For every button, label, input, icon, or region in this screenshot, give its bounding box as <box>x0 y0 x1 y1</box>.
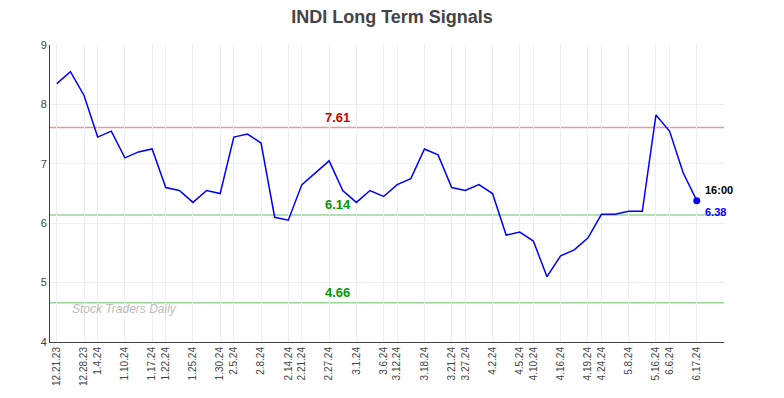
svg-text:2.8.24: 2.8.24 <box>255 347 266 375</box>
svg-text:1.10.24: 1.10.24 <box>119 347 130 381</box>
svg-text:8: 8 <box>41 98 47 110</box>
svg-text:5.16.24: 5.16.24 <box>650 347 661 381</box>
svg-text:7: 7 <box>41 158 47 170</box>
svg-text:9: 9 <box>41 39 47 51</box>
svg-text:3.27.24: 3.27.24 <box>460 347 471 381</box>
svg-text:12.28.23: 12.28.23 <box>78 347 89 386</box>
svg-text:4.19.24: 4.19.24 <box>582 347 593 381</box>
svg-text:6.6.24: 6.6.24 <box>664 347 675 375</box>
svg-text:2.5.24: 2.5.24 <box>228 347 239 375</box>
svg-text:1.30.24: 1.30.24 <box>214 347 225 381</box>
svg-text:4.66: 4.66 <box>325 285 350 300</box>
svg-text:4.16.24: 4.16.24 <box>555 347 566 381</box>
svg-text:3.12.24: 3.12.24 <box>391 347 402 381</box>
svg-text:3.6.24: 3.6.24 <box>378 347 389 375</box>
svg-text:6.17.24: 6.17.24 <box>691 347 702 381</box>
svg-text:4.5.24: 4.5.24 <box>514 347 525 375</box>
svg-text:1.25.24: 1.25.24 <box>187 347 198 381</box>
svg-text:2.27.24: 2.27.24 <box>323 347 334 381</box>
svg-text:3.18.24: 3.18.24 <box>419 347 430 381</box>
svg-text:6: 6 <box>41 217 47 229</box>
svg-text:16:00: 16:00 <box>705 184 733 196</box>
svg-text:5: 5 <box>41 276 47 288</box>
svg-text:4.10.24: 4.10.24 <box>528 347 539 381</box>
svg-text:6.14: 6.14 <box>325 197 351 212</box>
svg-text:1.4.24: 1.4.24 <box>92 347 103 375</box>
svg-text:4.2.24: 4.2.24 <box>487 347 498 375</box>
svg-text:7.61: 7.61 <box>325 110 350 125</box>
svg-text:Stock Traders Daily: Stock Traders Daily <box>72 302 177 316</box>
svg-text:4: 4 <box>41 336 47 348</box>
svg-text:2.14.24: 2.14.24 <box>283 347 294 381</box>
svg-text:3.21.24: 3.21.24 <box>446 347 457 381</box>
svg-text:INDI Long Term Signals: INDI Long Term Signals <box>291 7 493 27</box>
svg-text:3.1.24: 3.1.24 <box>351 347 362 375</box>
svg-text:4.24.24: 4.24.24 <box>596 347 607 381</box>
svg-text:1.22.24: 1.22.24 <box>160 347 171 381</box>
svg-text:1.17.24: 1.17.24 <box>146 347 157 381</box>
svg-text:2.21.24: 2.21.24 <box>296 347 307 381</box>
svg-text:5.8.24: 5.8.24 <box>623 347 634 375</box>
svg-text:6.38: 6.38 <box>705 206 726 218</box>
svg-text:12.21.23: 12.21.23 <box>51 347 62 386</box>
